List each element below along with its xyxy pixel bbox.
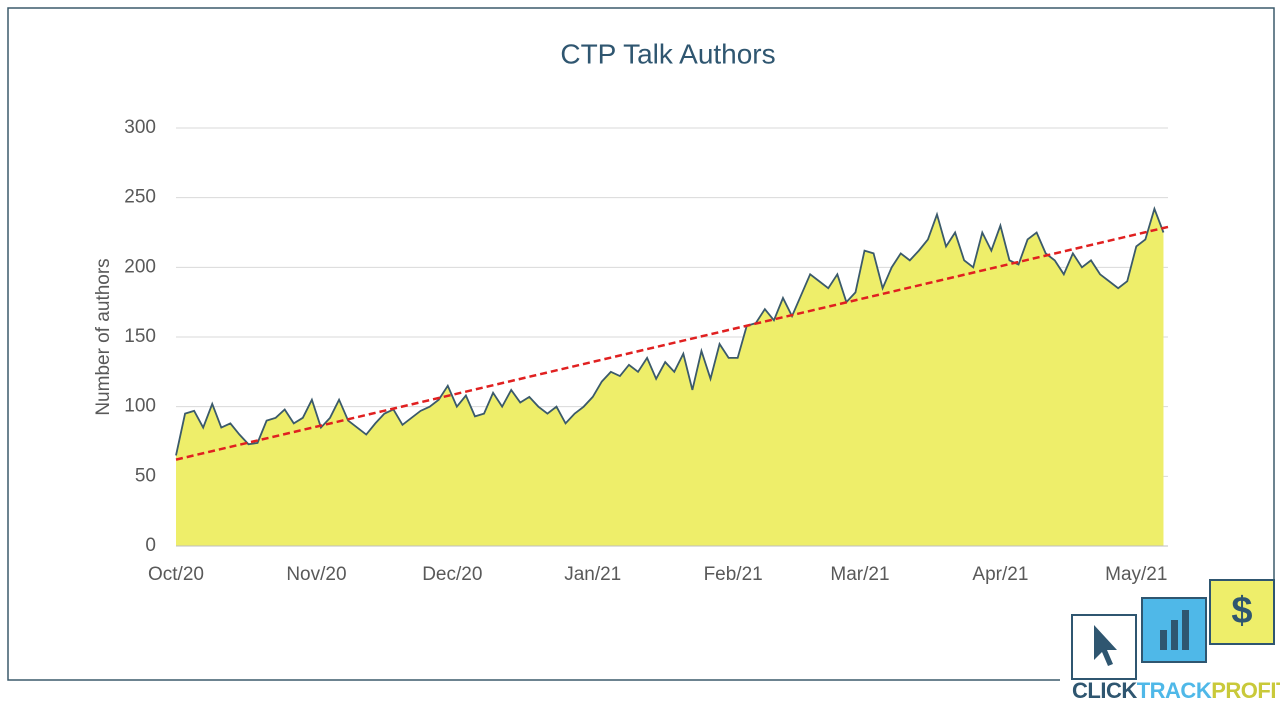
logo-bar (1171, 620, 1178, 650)
x-tick-label: Dec/20 (422, 564, 482, 585)
line (175, 206, 1165, 456)
logo-part: PROFIT (1211, 678, 1280, 703)
logo-bar (1160, 630, 1167, 650)
trend-line (175, 225, 1169, 461)
logo-cursor (1094, 625, 1117, 666)
y-tick-label: 0 (145, 535, 156, 556)
y-tick-label: 150 (124, 326, 156, 347)
frame (7, 7, 1275, 681)
y-tick-label: 300 (124, 117, 156, 138)
x-tick-label: Jan/21 (564, 564, 621, 585)
logo-text: CLICKTRACKPROFIT (1072, 678, 1280, 703)
logo-box (1209, 579, 1275, 645)
x-tick-label: Oct/20 (148, 564, 204, 585)
y-tick-label: 250 (124, 187, 156, 208)
x-tick-label: Nov/20 (286, 564, 346, 585)
logo-part: CLICK (1072, 678, 1137, 703)
logo-bar (1182, 610, 1189, 650)
logo: $ CLICKTRACKPROFIT (1060, 579, 1280, 707)
x-tick-label: Mar/21 (830, 564, 889, 585)
y-tick-label: 100 (124, 396, 156, 417)
logo-part: TRACK (1137, 678, 1212, 703)
x-tick-label: Apr/21 (972, 564, 1028, 585)
y-tick-label: 50 (135, 465, 156, 486)
x-tick-label: Feb/21 (704, 564, 763, 585)
logo-dollar: $ (1231, 590, 1252, 632)
x-tick-label: May/21 (1105, 564, 1167, 585)
chart-title: CTP Talk Authors (560, 38, 775, 69)
y-tick-label: 200 (124, 256, 156, 277)
y-axis-label: Number of authors (93, 258, 114, 415)
area (176, 208, 1164, 546)
